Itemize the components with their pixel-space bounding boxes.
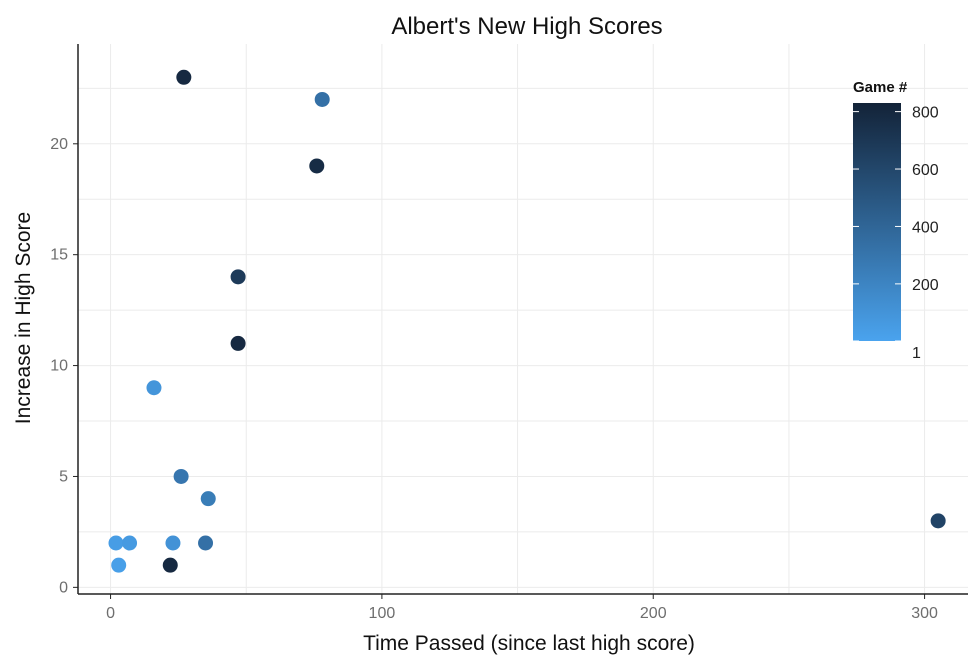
axes bbox=[77, 44, 968, 595]
chart-title: Albert's New High Scores bbox=[391, 13, 662, 40]
legend-label: 600 bbox=[912, 162, 939, 179]
data-point bbox=[176, 69, 192, 85]
x-tick-label: 100 bbox=[369, 605, 396, 622]
y-axis-ticks: 0 5 10 15 20 bbox=[50, 136, 78, 596]
y-axis-title: Increase in High Score bbox=[12, 212, 35, 424]
x-axis-title: Time Passed (since last high score) bbox=[363, 632, 695, 655]
x-axis-ticks: 0 100 200 300 bbox=[106, 594, 938, 622]
y-tick-label: 0 bbox=[59, 579, 68, 596]
legend-label: 800 bbox=[912, 105, 939, 122]
data-point bbox=[198, 535, 214, 551]
legend-title: Game # bbox=[853, 79, 908, 96]
data-point bbox=[122, 535, 138, 551]
legend-ticks: 800 600 400 200 1 bbox=[853, 105, 939, 362]
data-point bbox=[309, 158, 325, 174]
legend-label: 200 bbox=[912, 277, 939, 294]
data-point bbox=[930, 513, 946, 529]
data-point bbox=[108, 535, 124, 551]
y-tick-label: 20 bbox=[50, 136, 68, 153]
x-tick-label: 300 bbox=[911, 605, 938, 622]
data-point bbox=[162, 557, 178, 573]
legend-color-bar bbox=[853, 103, 901, 341]
data-point bbox=[146, 380, 162, 396]
legend-label: 400 bbox=[912, 219, 939, 236]
x-tick-label: 0 bbox=[106, 605, 115, 622]
y-tick-label: 15 bbox=[50, 247, 68, 264]
data-points bbox=[108, 69, 946, 573]
color-legend: Game # 800 600 400 200 1 bbox=[853, 79, 939, 362]
y-tick-label: 5 bbox=[59, 468, 68, 485]
data-point bbox=[165, 535, 181, 551]
legend-label: 1 bbox=[912, 345, 921, 362]
x-tick-label: 200 bbox=[640, 605, 667, 622]
data-point bbox=[230, 269, 246, 285]
data-point bbox=[200, 491, 216, 507]
data-point bbox=[230, 335, 246, 351]
y-tick-label: 10 bbox=[50, 358, 68, 375]
data-point bbox=[111, 557, 127, 573]
data-point bbox=[173, 468, 189, 484]
data-point bbox=[314, 91, 330, 107]
gridlines bbox=[78, 44, 968, 594]
